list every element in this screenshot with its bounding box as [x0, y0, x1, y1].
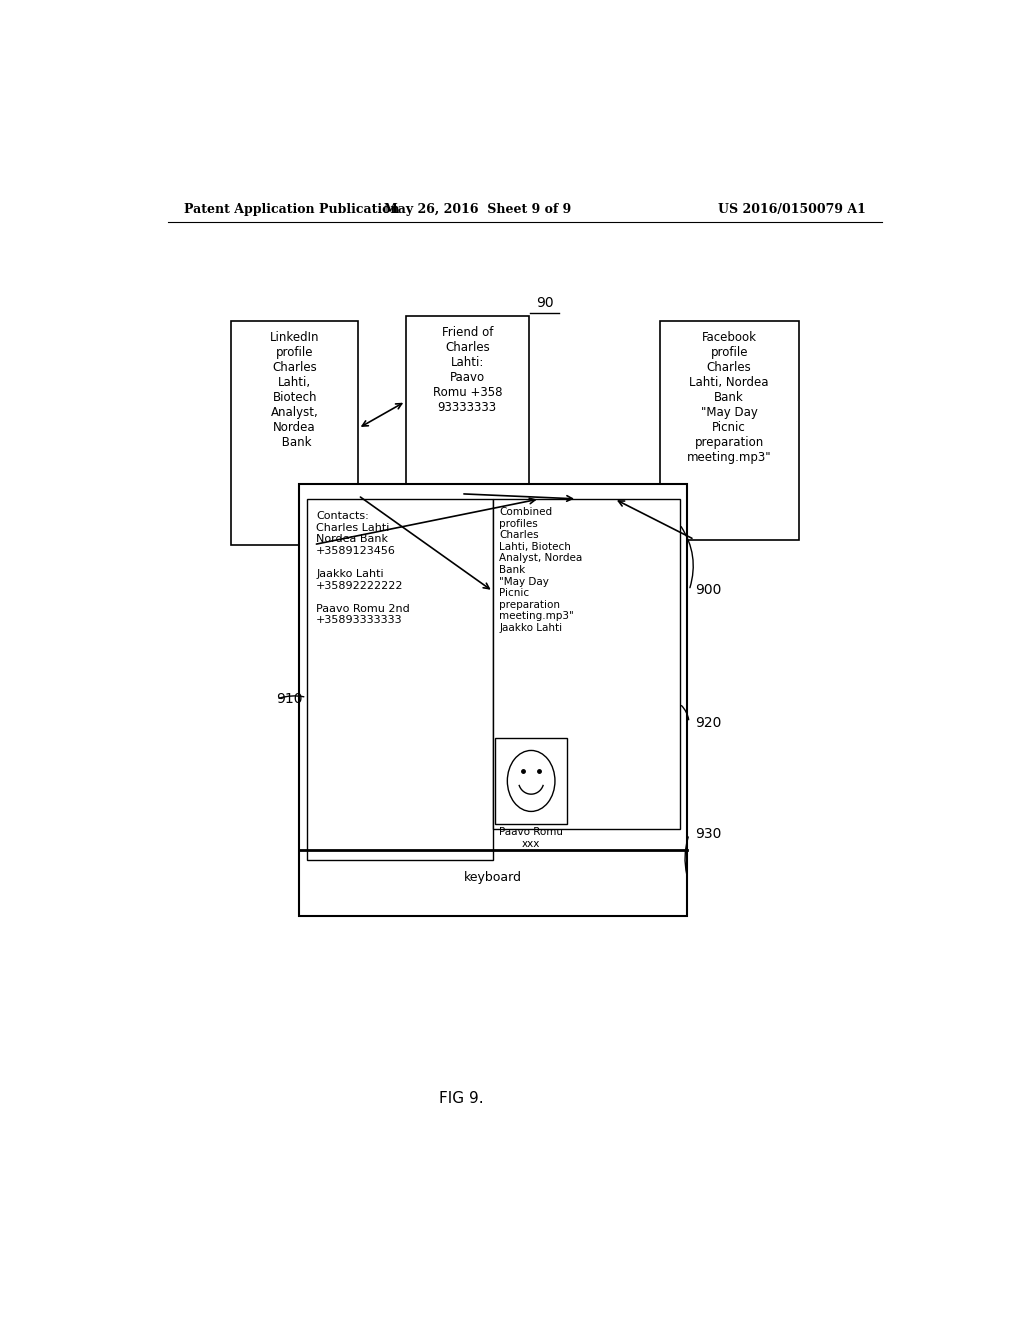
- Text: keyboard: keyboard: [464, 871, 522, 884]
- Text: Friend of
Charles
Lahti:
Paavo
Romu +358
93333333: Friend of Charles Lahti: Paavo Romu +358…: [432, 326, 502, 414]
- FancyBboxPatch shape: [496, 738, 567, 824]
- Text: 920: 920: [695, 715, 722, 730]
- FancyBboxPatch shape: [494, 499, 680, 829]
- FancyBboxPatch shape: [231, 321, 358, 545]
- Text: US 2016/0150079 A1: US 2016/0150079 A1: [718, 203, 866, 216]
- Text: Patent Application Publication: Patent Application Publication: [183, 203, 399, 216]
- Text: Contacts:
Charles Lahti
Nordea Bank
+3589123456

Jaakko Lahti
+35892222222

Paav: Contacts: Charles Lahti Nordea Bank +358…: [316, 511, 410, 626]
- Text: 910: 910: [276, 692, 303, 706]
- Text: FIG 9.: FIG 9.: [439, 1092, 483, 1106]
- Text: LinkedIn
profile
Charles
Lahti,
Biotech
Analyst,
Nordea
 Bank: LinkedIn profile Charles Lahti, Biotech …: [270, 331, 319, 449]
- FancyBboxPatch shape: [659, 321, 799, 540]
- FancyBboxPatch shape: [406, 315, 528, 494]
- Circle shape: [507, 751, 555, 812]
- Text: May 26, 2016  Sheet 9 of 9: May 26, 2016 Sheet 9 of 9: [384, 203, 570, 216]
- Text: 90: 90: [536, 296, 553, 310]
- FancyBboxPatch shape: [306, 499, 494, 859]
- Text: 930: 930: [695, 828, 722, 841]
- Text: Combined
profiles
Charles
Lahti, Biotech
Analyst, Nordea
Bank
"May Day
Picnic
pr: Combined profiles Charles Lahti, Biotech…: [500, 507, 583, 634]
- FancyBboxPatch shape: [299, 483, 687, 916]
- Text: 900: 900: [695, 583, 722, 598]
- Text: Facebook
profile
Charles
Lahti, Nordea
Bank
"May Day
Picnic
preparation
meeting.: Facebook profile Charles Lahti, Nordea B…: [687, 331, 771, 465]
- Text: Paavo Romu
xxx: Paavo Romu xxx: [499, 828, 563, 849]
